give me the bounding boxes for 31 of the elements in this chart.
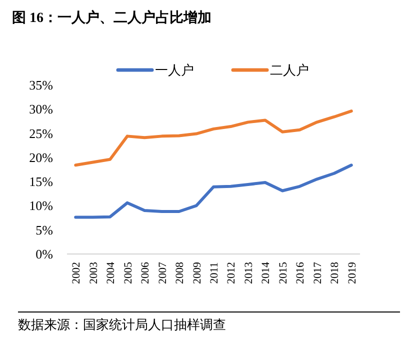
y-tick-label: 0% xyxy=(36,246,54,262)
legend-label: 一人户 xyxy=(155,62,194,78)
y-tick-label: 35% xyxy=(29,78,54,92)
y-tick-label: 15% xyxy=(29,174,54,190)
y-tick-label: 20% xyxy=(29,150,54,165)
line-series xyxy=(74,110,353,167)
chart-title: 图 16：一人户、二人户占比增加 xyxy=(12,9,212,26)
x-tick-label: 2008 xyxy=(174,262,186,284)
y-tick-label: 10% xyxy=(29,198,54,214)
x-tick-label: 2017 xyxy=(312,262,324,284)
x-tick-label: 2011 xyxy=(208,262,220,284)
x-tick-label: 2015 xyxy=(277,262,290,284)
x-tick-label: 2005 xyxy=(122,262,134,284)
x-tick-label: 2009 xyxy=(191,262,204,284)
x-tick-label: 2004 xyxy=(105,262,118,284)
x-tick-label: 2002 xyxy=(70,262,83,284)
x-tick-label: 2006 xyxy=(140,262,152,284)
x-tick-label: 2007 xyxy=(156,262,169,284)
x-tick-label: 2018 xyxy=(329,262,342,284)
y-tick-label: 30% xyxy=(29,102,54,117)
y-tick-label: 5% xyxy=(36,222,54,238)
line-series xyxy=(74,164,353,219)
x-tick-label: 2012 xyxy=(226,262,238,284)
y-tick-label: 25% xyxy=(29,126,54,141)
x-tick-label: 2003 xyxy=(88,262,100,284)
x-tick-label: 2014 xyxy=(260,262,272,284)
source-note: 数据来源：国家统计局人口抽样调查 xyxy=(18,317,226,332)
x-tick-label: 2016 xyxy=(294,262,307,284)
x-tick-label: 2019 xyxy=(346,262,358,284)
x-tick-label: 2013 xyxy=(242,262,255,284)
legend-label: 二人户 xyxy=(270,62,309,78)
